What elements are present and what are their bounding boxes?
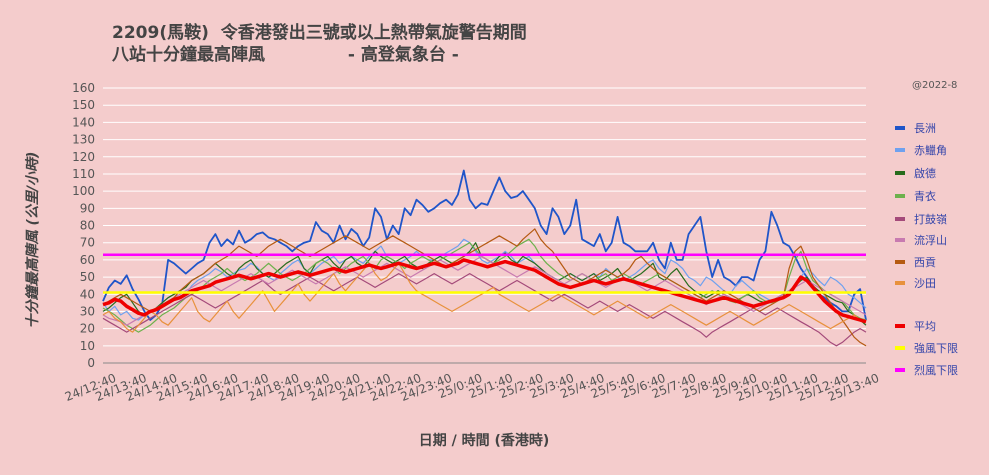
legend-label: 赤鱲角 [914, 144, 947, 157]
legend-label: 流浮山 [914, 233, 947, 247]
legend-label: 啟德 [914, 166, 936, 180]
y-tick-label: 10 [80, 339, 95, 353]
legend-label: 青衣 [914, 189, 936, 203]
series-line [102, 169, 867, 321]
chart-title: 2209(馬鞍) 令香港發出三號或以上熱帶氣旋警告期間 八站十分鐘最高陣風 - … [112, 22, 527, 66]
y-tick-label: 80 [80, 219, 95, 233]
y-tick-label: 50 [80, 270, 95, 284]
y-tick-label: 60 [80, 253, 95, 267]
y-tick-label: 20 [80, 322, 95, 336]
y-tick-label: 0 [87, 356, 95, 370]
legend-label: 烈風下限 [914, 363, 958, 377]
y-axis-title: 十分鐘最高陣風 (公里/小時) [24, 152, 41, 329]
legend-label: 沙田 [914, 277, 936, 290]
legend-label: 西貢 [914, 256, 936, 269]
y-tick-label: 70 [80, 236, 95, 250]
y-tick-label: 90 [80, 201, 95, 215]
legend-label: 打鼓嶺 [914, 212, 947, 226]
legend-label: 長洲 [914, 122, 936, 135]
series-line [102, 258, 867, 324]
title-line-1: 2209(馬鞍) 令香港發出三號或以上熱帶氣旋警告期間 [112, 23, 527, 43]
series-line [102, 262, 867, 333]
x-axis-title: 日期 / 時間 (香港時) [419, 432, 550, 449]
y-tick-label: 110 [72, 167, 95, 181]
series-line [102, 238, 867, 333]
y-tick-label: 160 [72, 81, 95, 95]
y-tick-label: 140 [72, 115, 95, 129]
watermark: @2022-8 [912, 80, 958, 91]
y-tick-label: 100 [72, 184, 95, 198]
y-tick-label: 130 [72, 133, 95, 147]
y-tick-label: 120 [72, 150, 95, 164]
legend-label: 強風下限 [914, 342, 958, 355]
y-tick-label: 150 [72, 98, 95, 112]
y-tick-label: 40 [80, 287, 95, 301]
title-line-2: 八站十分鐘最高陣風 - 高登氣象台 - [112, 45, 459, 65]
y-tick-label: 30 [80, 304, 95, 318]
legend-label: 平均 [914, 320, 936, 333]
